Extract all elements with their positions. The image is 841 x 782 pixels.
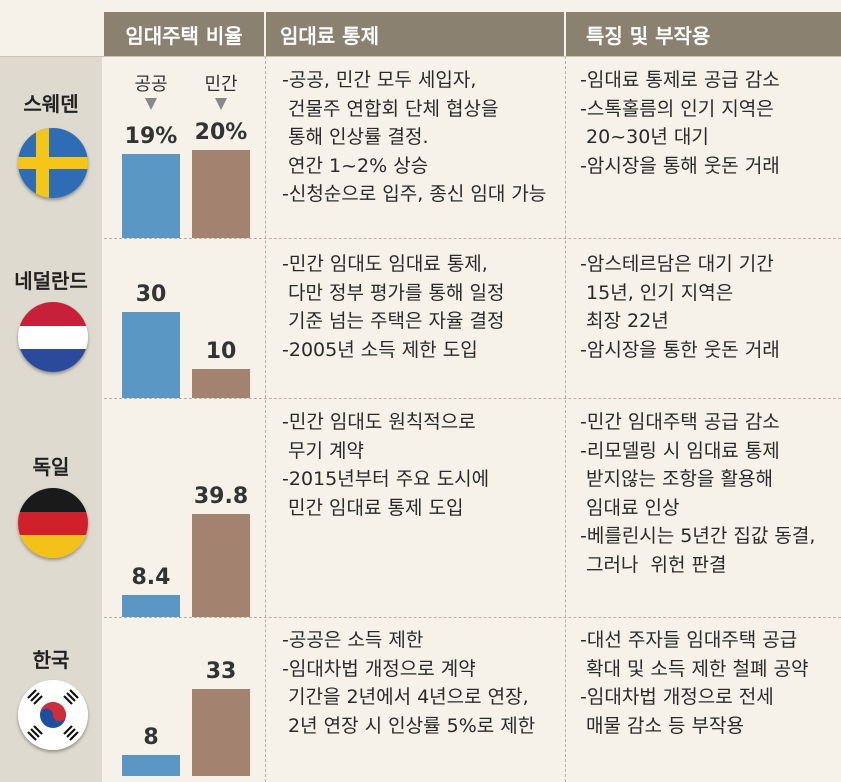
row-divider <box>104 238 841 239</box>
country-germany: 독일 <box>0 451 102 480</box>
column-divider <box>565 56 567 782</box>
value-label-public: 8.4 <box>131 565 171 590</box>
country-name: 한국 <box>32 648 70 672</box>
row-divider <box>104 617 841 618</box>
effects-text-netherlands: -암스테르담은 대기 기간 15년, 인기 지역은 최장 22년 -암시장을 통… <box>580 253 780 361</box>
control-text-sweden: -공공, 민간 모두 세입자, 건물주 연합회 단체 협상을 통해 인상률 결정… <box>282 69 547 205</box>
value-label-public: 30 <box>135 282 167 307</box>
country-netherlands: 네덜란드 <box>0 265 102 294</box>
effects-text-sweden: -임대료 통제로 공급 감소 -스톡홀름의 인기 지역은 20~30년 대기 -… <box>580 69 780 177</box>
bar-private-스웨덴 <box>192 150 250 238</box>
legend-pointer-private <box>215 98 227 110</box>
bar-public-스웨덴 <box>122 154 180 238</box>
bar-private-네덜란드 <box>192 369 250 398</box>
country-name: 네덜란드 <box>14 269 88 293</box>
value-label-public: 8 <box>143 725 159 750</box>
effects-text-germany: -민간 임대주택 공급 감소 -리모델링 시 임대료 통제 받지않는 조항을 활… <box>580 411 816 576</box>
header-rent-control: 임대료 통제 <box>266 12 564 56</box>
legend-public: 공공 <box>134 74 168 95</box>
control-text-korea: -공공은 소득 제한 -임대차법 개정으로 계약 기간을 2년에서 4년으로 연… <box>282 629 536 737</box>
header-effects: 특징 및 부작용 <box>566 12 841 56</box>
control-text-netherlands: -민간 임대도 임대료 통제, 다만 정부 평가를 통해 일정 기준 넘는 주택… <box>282 253 505 361</box>
effects-text-korea: -대선 주자들 임대주택 공급 확대 및 소득 제한 철폐 공약 -임대차법 개… <box>580 629 809 737</box>
bar-private-한국 <box>192 689 250 776</box>
country-korea: 한국 <box>0 644 102 673</box>
bar-private-독일 <box>192 514 250 617</box>
sweden-flag-icon <box>18 128 88 198</box>
row-divider <box>104 398 841 399</box>
legend-pointer-public <box>145 98 157 110</box>
header-rental-ratio: 임대주택 비율 <box>104 12 264 56</box>
netherlands-flag-icon <box>18 302 88 372</box>
value-label-private: 33 <box>205 659 237 684</box>
control-text-germany: -민간 임대도 원칙적으로 무기 계약 -2015년부터 주요 도시에 민간 임… <box>282 411 490 519</box>
value-label-private: 20% <box>194 120 248 145</box>
value-label-private: 39.8 <box>193 484 249 509</box>
country-name: 독일 <box>32 455 70 479</box>
bar-public-독일 <box>122 595 180 617</box>
country-sweden: 스웨덴 <box>0 88 102 117</box>
column-divider <box>265 56 267 782</box>
country-name: 스웨덴 <box>23 92 79 116</box>
bar-public-한국 <box>122 755 180 776</box>
legend-private: 민간 <box>204 74 238 95</box>
row-divider <box>0 56 841 57</box>
value-label-private: 10 <box>205 339 237 364</box>
value-label-public: 19% <box>124 124 178 149</box>
bar-public-네덜란드 <box>122 312 180 398</box>
korea-flag-icon <box>18 680 88 750</box>
germany-flag-icon <box>18 488 88 558</box>
